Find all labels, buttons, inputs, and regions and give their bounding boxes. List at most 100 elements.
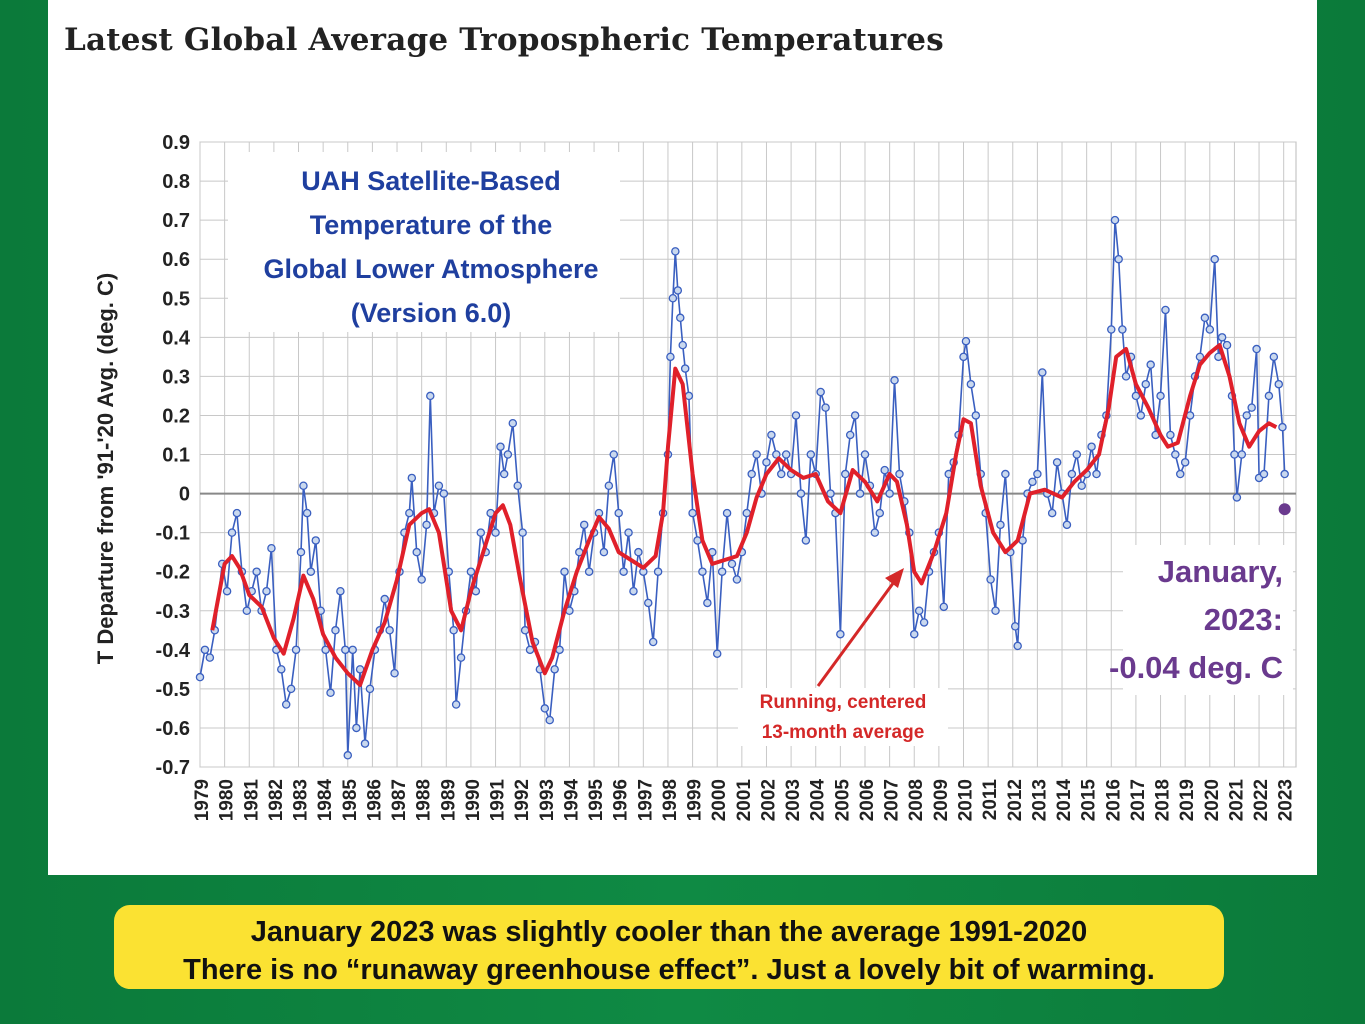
callout-label-line: Running, centered — [760, 692, 927, 713]
caption-line-1: January 2023 was slightly cooler than th… — [250, 916, 1088, 948]
monthly-data-point — [267, 544, 276, 553]
y-tick-label: 0.2 — [162, 405, 190, 427]
monthly-data-point — [1072, 450, 1082, 459]
monthly-data-point — [698, 567, 707, 576]
monthly-data-point — [678, 340, 687, 350]
monthly-data-point — [1001, 469, 1010, 479]
callout-arrow-shaft — [816, 581, 896, 687]
x-tick-label: 2023 — [1276, 779, 1297, 821]
x-tick-label: 2021 — [1226, 779, 1247, 822]
x-tick-label: 1993 — [537, 779, 558, 821]
monthly-data-point — [550, 665, 559, 674]
y-tick-label: -0.1 — [156, 523, 190, 545]
monthly-data-point — [722, 508, 732, 518]
monthly-data-point — [781, 450, 791, 459]
x-tick-label: 1995 — [586, 779, 607, 822]
x-tick-label: 2012 — [1005, 779, 1026, 821]
monthly-data-point — [1222, 340, 1232, 350]
monthly-data-point — [286, 684, 296, 694]
monthly-data-point — [1264, 391, 1274, 401]
x-tick-label: 2022 — [1251, 779, 1272, 821]
monthly-data-point — [1092, 469, 1101, 479]
monthly-data-point — [624, 528, 633, 537]
monthly-data-point — [986, 575, 995, 584]
monthly-data-point — [1047, 508, 1057, 518]
y-tick-label: -0.4 — [156, 640, 191, 662]
y-tick-label: -0.2 — [156, 562, 190, 584]
x-tick-label: 2018 — [1153, 779, 1174, 821]
x-tick-label: 1990 — [463, 779, 484, 821]
monthly-data-point — [1062, 520, 1072, 530]
monthly-data-point — [352, 723, 361, 733]
monthly-data-point — [299, 481, 308, 490]
page-title: Latest Global Average Tropospheric Tempe… — [64, 22, 944, 58]
monthly-data-point — [1232, 493, 1242, 502]
x-tick-label: 1991 — [488, 779, 509, 822]
monthly-data-point — [966, 379, 976, 389]
callout-label-line: 13-month average — [762, 722, 925, 743]
monthly-data-point — [668, 293, 678, 303]
monthly-data-point — [439, 489, 449, 498]
monthly-data-point — [1038, 368, 1047, 377]
monthly-data-point — [629, 586, 638, 596]
monthly-data-point — [311, 536, 321, 545]
monthly-data-point — [1033, 469, 1042, 479]
monthly-data-point — [555, 645, 564, 655]
x-tick-label: 2002 — [758, 779, 779, 821]
x-tick-label: 1983 — [291, 779, 312, 821]
monthly-data-point — [747, 469, 756, 479]
monthly-data-point — [1010, 622, 1020, 631]
monthly-data-point — [390, 669, 399, 678]
monthly-data-point — [560, 567, 569, 576]
monthly-data-point — [222, 586, 232, 596]
monthly-data-point — [341, 645, 350, 655]
x-tick-label: 2010 — [956, 779, 977, 821]
monthly-data-point — [195, 672, 205, 682]
monthly-data-point — [1087, 442, 1096, 451]
x-tick-label: 2004 — [808, 779, 829, 822]
x-tick-label: 1980 — [217, 779, 238, 821]
monthly-data-point — [426, 391, 435, 401]
monthly-data-point — [518, 528, 527, 537]
caption-line-2: There is no “runaway greenhouse effect”.… — [183, 954, 1155, 986]
y-tick-label: -0.7 — [156, 757, 190, 779]
monthly-data-point — [584, 567, 594, 576]
x-tick-label: 1987 — [389, 779, 410, 821]
monthly-data-point — [1237, 450, 1247, 459]
monthly-data-point — [1274, 379, 1284, 389]
temperature-chart: 0.9 0.8 0.7 0.6 0.5 0.4 0.3 0.2 0.1 0 -0.1 -0.2 -0.3… — [93, 132, 1297, 822]
x-tick-label: 1998 — [660, 779, 681, 821]
monthly-data-point — [860, 450, 870, 459]
x-tick-label: 1999 — [685, 779, 706, 821]
y-tick-label: 0.3 — [162, 366, 190, 388]
chart-title-line: UAH Satellite-Based — [301, 166, 561, 196]
monthly-data-point — [841, 469, 850, 479]
y-tick-label: -0.3 — [156, 601, 190, 623]
monthly-data-point — [1067, 469, 1077, 479]
monthly-data-point — [875, 508, 885, 518]
monthly-data-point — [1141, 379, 1151, 389]
monthly-data-point — [336, 586, 345, 596]
monthly-data-point — [996, 520, 1005, 530]
monthly-data-point — [227, 528, 237, 537]
y-tick-label: 0.4 — [162, 327, 191, 349]
x-tick-label: 2003 — [783, 779, 804, 821]
monthly-data-point — [380, 594, 389, 604]
y-tick-label: -0.6 — [156, 718, 190, 740]
caption-box: January 2023 was slightly cooler than th… — [114, 905, 1224, 989]
x-tick-label: 2001 — [734, 779, 755, 822]
monthly-data-point — [609, 450, 619, 459]
monthly-data-point — [684, 391, 694, 401]
monthly-data-point — [508, 418, 518, 428]
x-tick-label: 2008 — [906, 779, 927, 821]
monthly-data-point — [348, 645, 357, 655]
monthly-data-point — [434, 481, 444, 490]
monthly-data-point — [619, 567, 628, 576]
monthly-data-point — [673, 286, 683, 295]
monthly-data-point — [939, 602, 949, 612]
monthly-data-point — [1180, 458, 1190, 467]
x-tick-label: 2014 — [1054, 779, 1075, 822]
monthly-data-point — [909, 629, 919, 639]
monthly-data-point — [1247, 403, 1256, 412]
monthly-data-point — [407, 473, 417, 483]
